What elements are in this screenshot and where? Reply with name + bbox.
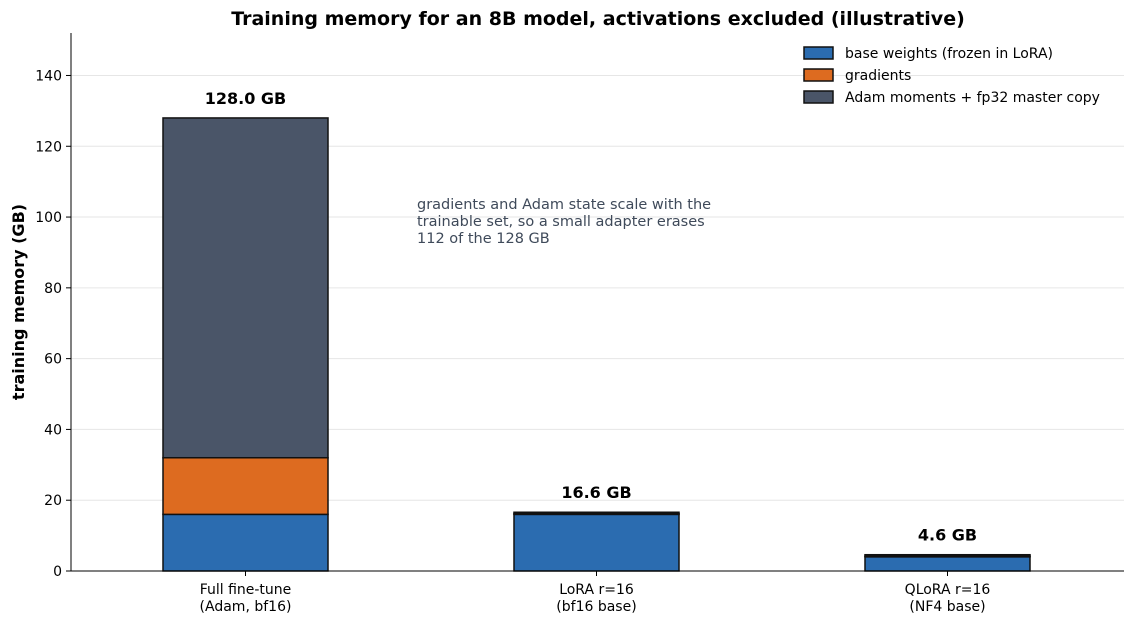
total-labels: 128.0 GB 16.6 GB 4.6 GB: [205, 89, 977, 545]
legend[interactable]: base weights (frozen in LoRA) gradients Ad…: [803, 46, 1100, 106]
x-tick-label-line: (NF4 base): [909, 599, 985, 615]
bar-segment: [162, 117, 329, 459]
x-tick-label-line: (bf16 base): [556, 599, 636, 615]
annotation-line: gradients and Adam state scale with the: [417, 197, 711, 213]
bar-segment: [162, 456, 329, 516]
x-tick-label: Full fine-tune (Adam, bf16): [200, 582, 292, 615]
x-tick-label-line: (Adam, bf16): [200, 599, 292, 615]
annotation-line: 112 of the 128 GB: [417, 231, 550, 247]
axes: [70, 33, 1124, 572]
legend-entry-label: Adam moments + fp32 master copy: [845, 90, 1100, 106]
y-tick-label: 80: [44, 281, 62, 297]
y-tick-label: 20: [44, 493, 62, 509]
x-tick-label: QLoRA r=16 (NF4 base): [905, 582, 991, 615]
y-tick-label: 60: [44, 352, 62, 368]
y-axis-label: training memory (GB): [9, 204, 28, 400]
bar-segment: [864, 556, 1031, 572]
legend-swatch: [803, 90, 834, 104]
bar-segment: [513, 513, 680, 572]
y-tick-label: 40: [44, 422, 62, 438]
chart-title: Training memory for an 8B model, activat…: [231, 8, 965, 30]
y-tick-label: 140: [35, 68, 62, 84]
annotation-line: trainable set, so a small adapter erases: [417, 214, 705, 230]
bars: [162, 117, 1031, 572]
y-tick-label: 100: [35, 210, 62, 226]
y-ticks: 0 20 40 60 80 100 120 140: [35, 68, 71, 580]
x-tick-label-line: LoRA r=16: [559, 582, 634, 598]
bar-total-label: 16.6 GB: [561, 483, 631, 502]
y-tick-label: 120: [35, 139, 62, 155]
x-ticks: Full fine-tune (Adam, bf16) LoRA r=16 (bf16…: [200, 571, 991, 615]
x-tick-label: LoRA r=16 (bf16 base): [556, 582, 636, 615]
bar-total-label: 128.0 GB: [205, 89, 287, 108]
bar-segment: [513, 511, 680, 515]
annotation: gradients and Adam state scale with thet…: [417, 197, 711, 247]
bar-total-label: 4.6 GB: [918, 526, 977, 545]
legend-entry-label: base weights (frozen in LoRA): [845, 46, 1053, 62]
legend-entry-label: gradients: [845, 68, 911, 84]
x-tick-label-line: Full fine-tune: [200, 582, 292, 598]
x-tick-label-line: QLoRA r=16: [905, 582, 991, 598]
legend-swatch: [803, 46, 834, 60]
bar-segment: [864, 553, 1031, 557]
legend-swatch: [803, 68, 834, 82]
y-tick-label: 0: [53, 564, 62, 580]
bar-segment: [162, 513, 329, 572]
